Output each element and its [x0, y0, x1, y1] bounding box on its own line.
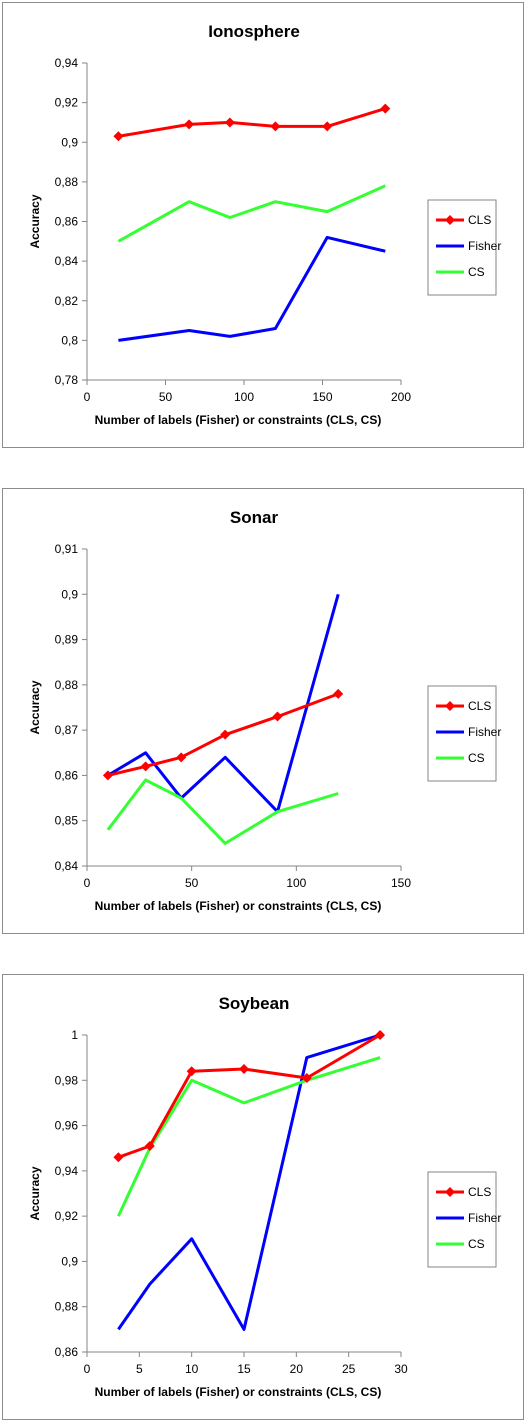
y-tick-label: 0,8	[61, 333, 78, 347]
y-tick-label: 0,92	[55, 1209, 79, 1223]
chart-sonar: Sonar 0,84 0,85 0,86 0,87 0,88 0,89 0,9 0,91 0 50 1…	[2, 488, 524, 934]
data-point-cls	[322, 121, 333, 132]
y-tick-label: 0,88	[55, 1300, 79, 1314]
data-point-cls	[333, 688, 344, 699]
legend-marker	[445, 215, 455, 225]
y-tick-label: 0,86	[55, 1345, 79, 1359]
x-tick-label: 100	[286, 876, 306, 890]
data-point-cls	[239, 1063, 249, 1074]
legend-marker	[445, 701, 455, 711]
y-tick-label: 0,84	[55, 859, 79, 873]
data-point-cls	[301, 1073, 312, 1084]
y-tick-label: 0,9	[61, 1254, 78, 1268]
chart-ionosphere: Ionosphere 0,78 0,8 0,82 0,84 0,86 0,88 0,9 0,92…	[2, 2, 524, 448]
data-point-cls	[176, 752, 187, 763]
data-point-cls	[272, 711, 283, 722]
legend: CLS Fisher CS	[427, 1171, 501, 1268]
chart-sonar-svg: Sonar 0,84 0,85 0,86 0,87 0,88 0,89 0,9 0,91 0 50 1…	[28, 508, 501, 913]
chart-title: Soybean	[219, 994, 290, 1013]
y-tick-label: 0,84	[55, 254, 79, 268]
series-line-fisher	[117, 1033, 381, 1331]
data-point-cls	[380, 103, 391, 114]
y-tick-label: 0,86	[55, 215, 79, 229]
x-tick-label: 0	[84, 1362, 91, 1376]
y-tick-label: 0,94	[55, 56, 79, 70]
y-tick-label: 1	[71, 1028, 78, 1042]
series-line-cls	[107, 692, 339, 777]
y-tick-label: 0,9	[61, 135, 78, 149]
legend: CLS Fisher CS	[427, 199, 501, 296]
y-tick-label: 0,82	[55, 294, 79, 308]
x-tick-label: 30	[394, 1362, 408, 1376]
series-line-cs	[117, 184, 386, 243]
x-tick-label: 50	[185, 876, 199, 890]
series-line-cs	[117, 1056, 381, 1217]
legend-marker	[445, 1187, 455, 1197]
data-point-cls	[375, 1030, 386, 1040]
legend-label-cls: CLS	[468, 213, 491, 227]
data-point-cls	[220, 729, 231, 740]
data-point-cls	[270, 121, 281, 132]
x-tick-label: 0	[84, 390, 91, 404]
legend-label-cls: CLS	[468, 699, 491, 713]
y-tick-label: 0,88	[55, 175, 79, 189]
data-point-cls	[224, 117, 235, 128]
legend: CLS Fisher CS	[427, 685, 501, 782]
y-tick-label: 0,98	[55, 1073, 79, 1087]
x-tick-label: 100	[234, 390, 254, 404]
legend-label-cls: CLS	[468, 1185, 491, 1199]
data-point-cls	[144, 1140, 155, 1151]
legend-label-cs: CS	[468, 265, 485, 279]
y-axis-label: Accuracy	[28, 194, 42, 248]
y-tick-label: 0,85	[55, 814, 79, 828]
y-tick-label: 0,86	[55, 768, 79, 782]
x-tick-label: 5	[136, 1362, 143, 1376]
x-tick-label: 150	[391, 876, 411, 890]
x-axis-label: Number of labels (Fisher) or constraints…	[95, 413, 382, 427]
chart-soybean: Soybean 0,86 0,88 0,9 0,92 0,94 0,96 0,98 1 0 5 10 1…	[2, 974, 524, 1420]
chart-title: Sonar	[230, 508, 279, 527]
legend-label-fisher: Fisher	[468, 725, 501, 739]
series-line-fisher	[118, 235, 386, 342]
x-tick-label: 0	[84, 876, 91, 890]
chart-ionosphere-svg: Ionosphere 0,78 0,8 0,82 0,84 0,86 0,88 0,9 0,92…	[28, 22, 501, 427]
y-axis-label: Accuracy	[28, 680, 42, 734]
y-tick-label: 0,78	[55, 373, 79, 387]
y-tick-label: 0,88	[55, 678, 79, 692]
y-tick-label: 0,89	[55, 633, 79, 647]
y-tick-label: 0,91	[55, 542, 79, 556]
x-tick-label: 10	[185, 1362, 199, 1376]
y-tick-label: 0,87	[55, 723, 79, 737]
y-tick-label: 0,92	[55, 96, 79, 110]
chart-title: Ionosphere	[208, 22, 300, 41]
data-point-cls	[102, 770, 113, 781]
x-tick-label: 15	[237, 1362, 251, 1376]
y-tick-label: 0,96	[55, 1119, 79, 1133]
data-point-cls	[113, 131, 124, 142]
y-tick-label: 0,94	[55, 1164, 79, 1178]
data-point-cls	[140, 761, 151, 772]
x-tick-label: 50	[159, 390, 173, 404]
y-axis-label: Accuracy	[28, 1166, 42, 1220]
series-line-fisher	[107, 593, 340, 814]
x-tick-label: 150	[312, 390, 332, 404]
data-point-cls	[113, 1152, 124, 1163]
x-tick-label: 20	[290, 1362, 304, 1376]
x-tick-label: 25	[342, 1362, 356, 1376]
legend-label-cs: CS	[468, 1237, 485, 1251]
data-point-cls	[186, 1066, 197, 1077]
series-line-cs	[106, 778, 339, 845]
legend-label-fisher: Fisher	[468, 239, 501, 253]
data-point-cls	[184, 119, 195, 130]
legend-label-fisher: Fisher	[468, 1211, 501, 1225]
series-line-cls	[118, 107, 386, 138]
legend-label-cs: CS	[468, 751, 485, 765]
x-axis-label: Number of labels (Fisher) or constraints…	[95, 899, 382, 913]
y-tick-label: 0,9	[61, 587, 78, 601]
x-axis-label: Number of labels (Fisher) or constraints…	[95, 1385, 382, 1399]
series-line-cls	[117, 1033, 381, 1159]
x-tick-label: 200	[391, 390, 411, 404]
